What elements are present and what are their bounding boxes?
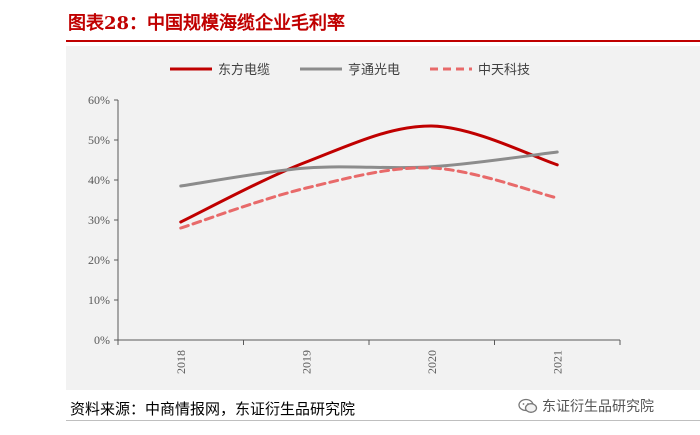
legend-label-3: 中天科技 xyxy=(478,63,530,78)
wechat-icon xyxy=(518,398,538,413)
y-tick-label: 40% xyxy=(88,173,110,187)
y-tick-label: 60% xyxy=(88,93,110,107)
y-tick-label: 50% xyxy=(88,133,110,147)
chart-area xyxy=(66,46,700,390)
x-tick-label: 2018 xyxy=(174,350,188,374)
source-note: 资料来源：中商情报网，东证衍生品研究院 xyxy=(70,400,356,418)
legend-label-2: 亨通光电 xyxy=(348,62,400,78)
x-tick-label: 2021 xyxy=(550,350,564,374)
series-line-2 xyxy=(179,150,559,188)
y-tick-label: 10% xyxy=(88,293,110,307)
y-tick-label: 30% xyxy=(88,213,110,227)
x-tick-label: 2020 xyxy=(425,350,439,374)
title-bar: 图表28：中国规模海缆企业毛利率 xyxy=(0,0,700,46)
watermark-text: 东证衍生品研究院 xyxy=(542,399,654,415)
y-tick-label: 0% xyxy=(94,333,110,347)
series-line-1 xyxy=(179,124,559,224)
y-tick-label: 20% xyxy=(88,253,110,267)
x-tick-label: 2019 xyxy=(299,350,313,374)
title-divider xyxy=(66,40,700,42)
chart-title: 图表28：中国规模海缆企业毛利率 xyxy=(68,13,346,34)
series-line-3 xyxy=(179,166,559,230)
bottom-divider xyxy=(66,420,700,421)
legend-label-1: 东方电缆 xyxy=(218,62,270,78)
watermark: 东证衍生品研究院 xyxy=(518,395,654,417)
